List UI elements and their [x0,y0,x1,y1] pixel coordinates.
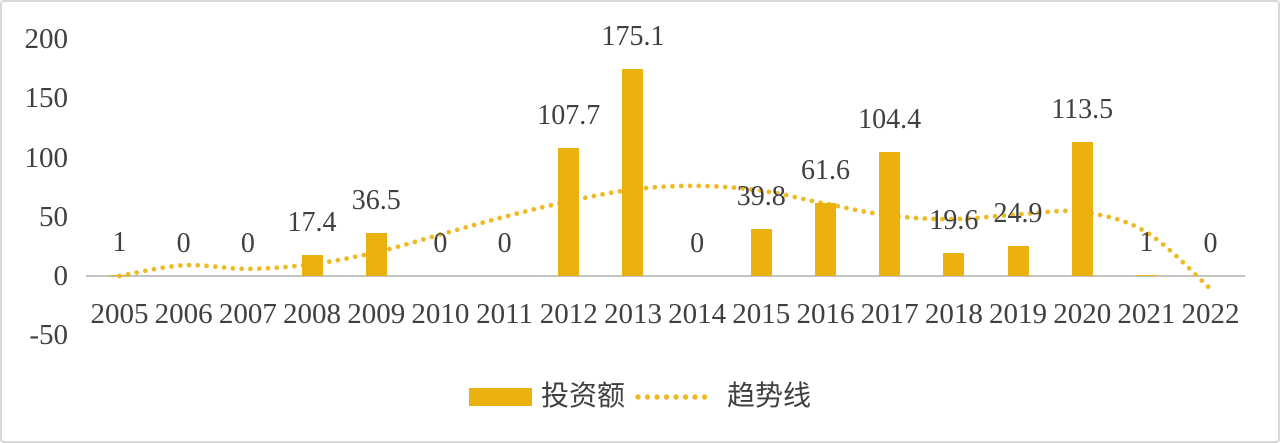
x-axis-label: 2008 [283,298,342,330]
bar [814,203,836,276]
bar-value-label: 19.6 [929,204,979,236]
y-tick-label: -50 [29,319,68,352]
legend-trend-line-swatch [635,394,717,400]
bar [1007,246,1029,276]
y-tick-label: 150 [24,82,69,115]
bar-value-label: 0 [497,228,512,259]
bar [558,148,580,276]
x-axis-label: 2018 [924,298,983,330]
x-axis-label: 2014 [668,298,727,330]
bar [301,255,323,276]
y-tick-label: 200 [24,23,69,55]
bar [365,232,387,276]
bar-value-label: 0 [433,228,448,259]
bar-value-label: 24.9 [993,198,1043,230]
x-axis-label: 2011 [476,298,534,330]
bar-value-label: 0 [240,228,255,259]
bar-value-label: 0 [176,228,191,259]
x-axis-label: 2015 [732,298,791,330]
legend-bar-swatch [468,388,532,406]
x-axis-label: 2012 [539,298,598,330]
y-tick-label: 50 [39,200,68,233]
x-axis-label: 2010 [411,298,470,330]
bar [622,68,644,276]
bar [109,274,130,276]
x-axis-label: 2006 [154,298,213,330]
x-axis-label: 2022 [1181,298,1240,330]
x-axis-label: 2020 [1053,298,1112,330]
x-axis-label: 2019 [989,298,1048,330]
bar [1071,141,1093,276]
x-axis-label: 2007 [218,298,277,330]
legend-trend-label: 趋势线 [727,381,812,412]
x-axis-label: 2017 [860,298,919,330]
bar-value-label: 107.7 [537,100,601,132]
y-tick-label: 0 [53,260,69,292]
bar-value-label: 39.8 [736,180,786,212]
x-axis-label: 2016 [796,298,855,330]
bar-value-label: 113.5 [1051,93,1114,125]
bar-value-label: 17.4 [287,207,337,239]
bar-value-label: 36.5 [351,184,401,216]
bar [1135,274,1157,276]
bar-value-label: 0 [1203,228,1218,259]
x-axis-label: 2013 [603,298,662,330]
legend: 投资额 趋势线 [2,382,1278,412]
bar-value-label: 104.4 [858,104,922,136]
bar [943,252,965,276]
x-axis-label: 2005 [90,298,149,330]
bar [750,228,772,276]
bar-value-label: 61.6 [800,155,850,186]
x-axis-label: 2021 [1117,298,1176,330]
bar-value-label: 175.1 [601,20,665,52]
x-axis-label: 2009 [347,298,406,330]
bar-value-label: 1 [1139,226,1154,258]
bar-value-label: 1 [112,226,127,258]
bar-value-label: 0 [690,228,705,259]
bar [879,152,901,276]
legend-bar-label: 投资额 [540,381,625,412]
y-tick-label: 100 [24,141,69,174]
